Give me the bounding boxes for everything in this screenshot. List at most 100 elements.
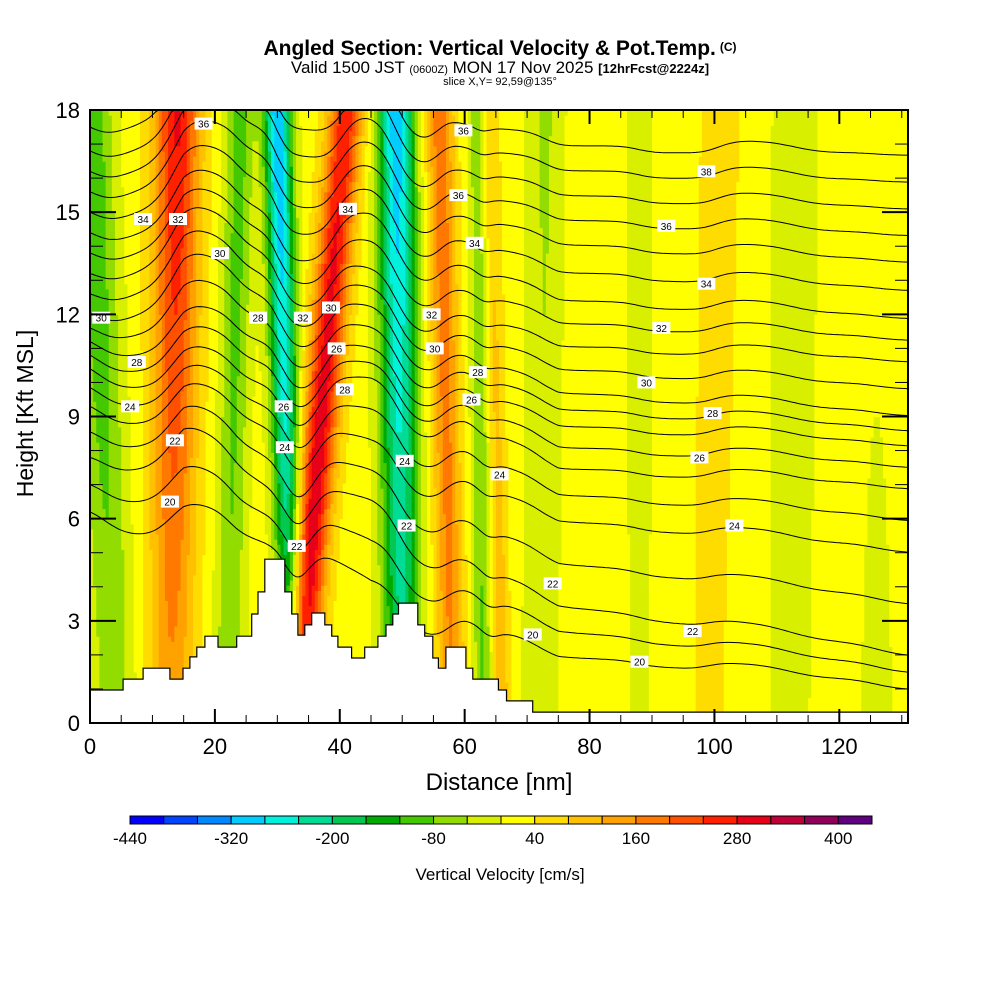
velocity-cell: [289, 457, 294, 464]
velocity-cell: [143, 513, 150, 520]
velocity-cell: [695, 472, 731, 479]
velocity-cell: [236, 406, 247, 412]
velocity-cell: [280, 528, 291, 535]
velocity-cell: [377, 523, 385, 530]
velocity-cell: [336, 401, 341, 407]
velocity-cell: [193, 579, 203, 586]
velocity-cell: [770, 636, 812, 642]
velocity-cell: [283, 585, 288, 591]
velocity-cell: [168, 390, 182, 397]
velocity-cell: [221, 431, 232, 438]
velocity-cell: [511, 682, 522, 688]
velocity-cell: [327, 390, 331, 397]
velocity-cell: [627, 426, 653, 433]
velocity-cell: [770, 488, 815, 494]
velocity-cell: [492, 641, 497, 647]
velocity-cell: [424, 416, 431, 423]
velocity-cell: [221, 508, 232, 515]
velocity-cell: [380, 574, 385, 581]
velocity-cell: [102, 488, 110, 494]
velocity-cell: [333, 467, 341, 474]
velocity-cell: [317, 559, 322, 566]
velocity-cell: [333, 436, 338, 443]
velocity-cell: [439, 493, 444, 499]
velocity-cell: [230, 447, 238, 453]
velocity-cell: [193, 411, 200, 418]
velocity-cell: [627, 503, 653, 510]
velocity-cell: [452, 442, 456, 448]
velocity-cell: [495, 677, 506, 683]
velocity-cell: [180, 539, 191, 545]
velocity-cell: [133, 544, 144, 550]
velocity-cell: [90, 595, 97, 601]
velocity-cell: [464, 656, 469, 663]
velocity-cell: [339, 421, 344, 428]
velocity-cell: [314, 380, 319, 387]
velocity-cell: [492, 646, 497, 653]
velocity-cell: [299, 396, 303, 402]
velocity-cell: [489, 641, 494, 647]
velocity-cell: [289, 482, 294, 489]
velocity-cell: [420, 569, 428, 576]
velocity-cell: [470, 482, 475, 489]
velocity-cell: [236, 380, 247, 387]
velocity-cell: [770, 641, 812, 647]
velocity-cell: [467, 574, 472, 581]
velocity-cell: [770, 447, 815, 453]
velocity-cell: [308, 401, 313, 407]
velocity-cell: [299, 472, 303, 479]
velocity-cell: [333, 401, 338, 407]
velocity-cell: [561, 462, 628, 469]
velocity-cell: [370, 605, 381, 612]
velocity-cell: [695, 687, 725, 693]
velocity-cell: [467, 656, 472, 663]
velocity-cell: [511, 666, 522, 673]
velocity-cell: [405, 539, 413, 545]
velocity-cell: [483, 605, 488, 612]
velocity-cell: [420, 411, 425, 418]
velocity-cell: [508, 498, 525, 504]
velocity-cell: [302, 595, 310, 601]
velocity-cell: [383, 518, 388, 525]
velocity-cell: [730, 442, 772, 448]
velocity-cell: [255, 390, 263, 397]
velocity-cell: [395, 544, 406, 550]
velocity-cell: [427, 457, 431, 464]
velocity-cell: [149, 431, 157, 438]
velocity-cell: [239, 564, 250, 571]
velocity-cell: [208, 375, 219, 382]
velocity-cell: [346, 462, 372, 469]
velocity-cell: [392, 472, 406, 479]
velocity-cell: [205, 477, 216, 484]
velocity-cell: [152, 564, 160, 571]
velocity-cell: [267, 390, 272, 397]
velocity-cell: [324, 605, 328, 612]
velocity-cell: [492, 590, 497, 596]
velocity-cell: [414, 518, 419, 525]
velocity-cell: [414, 595, 419, 601]
velocity-cell: [324, 615, 328, 622]
velocity-cell: [264, 508, 272, 515]
velocity-cell: [283, 411, 288, 418]
velocity-cell: [695, 488, 731, 494]
velocity-cell: [558, 692, 631, 699]
velocity-cell: [124, 656, 135, 663]
velocity-cell: [486, 416, 491, 423]
velocity-cell: [726, 610, 772, 617]
velocity-cell: [411, 482, 416, 489]
velocity-cell: [236, 452, 244, 458]
velocity-cell: [627, 523, 653, 530]
velocity-cell: [377, 416, 381, 423]
velocity-cell: [267, 554, 275, 561]
velocity-cell: [302, 620, 316, 627]
velocity-cell: [495, 482, 503, 489]
velocity-cell: [405, 533, 413, 540]
velocity-cell: [505, 411, 525, 418]
velocity-cell: [370, 610, 381, 617]
velocity-cell: [333, 477, 338, 484]
velocity-cell: [648, 549, 697, 556]
velocity-cell: [420, 585, 428, 591]
velocity-cell: [177, 620, 188, 627]
velocity-cell: [461, 625, 469, 632]
velocity-cell: [523, 375, 563, 382]
